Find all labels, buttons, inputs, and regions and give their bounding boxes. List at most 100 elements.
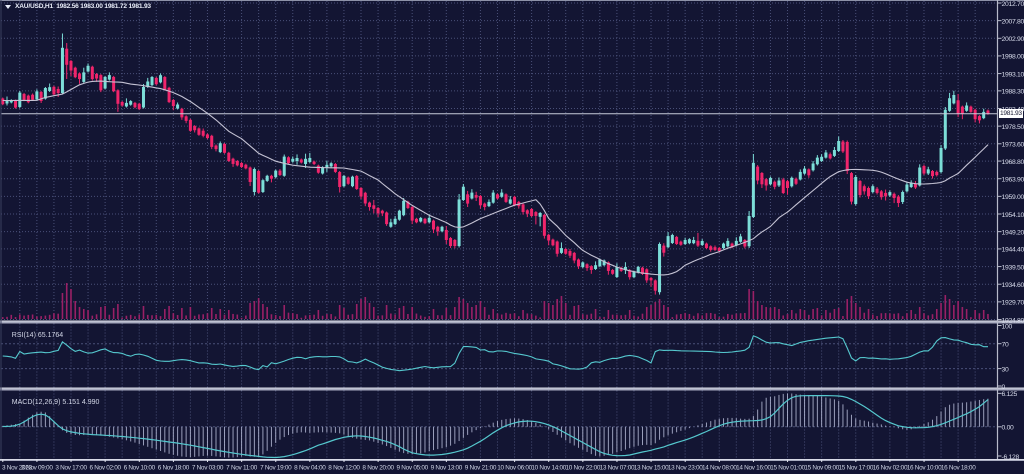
candle-bullish [965,105,969,111]
volume-bar [867,309,870,319]
candle-bullish [687,239,691,244]
candle-bearish [133,102,137,108]
volume-bar [543,301,546,319]
volume-bar [232,313,234,319]
volume-bar [402,306,405,319]
rsi-name-label[interactable]: RSI(14) [11,331,36,339]
volume-bar [509,313,512,319]
volume-bar [471,307,473,319]
candle-bullish [291,158,295,162]
candle-bearish [355,176,359,190]
volume-bar [931,314,934,319]
volume-bar [138,314,141,319]
macd-name-label[interactable]: MACD(12,26,9) [11,399,61,406]
volume-bar [628,310,631,319]
volume-bar [901,316,904,319]
candle-bullish [777,180,781,186]
volume-bar [407,314,409,319]
volume-bar [987,313,989,319]
candle-bearish [120,101,124,106]
volume-bar [500,314,503,319]
candle-bearish [704,243,708,249]
candle-bearish [95,74,99,79]
volume-bar [739,313,742,319]
candle-bullish [832,150,836,156]
volume-bar [624,314,627,319]
candle-bullish [939,147,943,173]
candle-bearish [201,130,205,136]
candle-bullish [811,163,815,171]
volume-bar [142,306,145,319]
candle-bullish [487,201,491,207]
candle-bearish [986,110,990,114]
candle-bullish [427,217,431,223]
candle-bearish [935,171,939,176]
candle-bullish [670,234,674,243]
volume-bar [189,307,192,319]
time-axis-label: 6 Nov 10:00 [124,465,156,472]
volume-bar [863,312,866,319]
candle-bearish [137,103,141,110]
volume-bar [769,308,772,319]
candle-bullish [274,170,278,178]
time-axis-label: 3 Nov 17:00 [55,465,87,472]
volume-bar [100,307,102,319]
rsi-value: 65.1764 [37,331,64,339]
macd-axis-label: 0.00 [1002,425,1015,432]
macd-signal-value: 4.990 [81,399,100,406]
volume-bar [590,313,593,319]
symbol-dropdown-icon[interactable] [5,4,11,9]
volume-bar [466,303,469,319]
candle-bullish [820,156,824,161]
volume-bar [249,303,251,319]
volume-bar [227,310,230,319]
volume-bar [910,310,912,319]
volume-bar [206,313,209,319]
volume-bar [355,304,358,319]
volume-bar [884,313,887,319]
candle-bearish [662,245,666,253]
volume-bar [825,310,827,319]
volume-bar [982,310,985,319]
volume-bar [935,309,938,319]
candle-bearish [717,247,721,252]
candle-bearish [534,212,538,216]
volume-bar [872,314,874,319]
volume-bar [859,307,861,319]
candle-bullish [666,236,670,248]
volume-bar [726,313,729,319]
volume-bar [129,314,132,319]
macd-indicator-label: MACD(12,26,9) 5.151 4.990 [4,392,100,413]
volume-bar [198,314,200,319]
candle-bullish [304,158,308,164]
volume-bar [744,312,746,319]
symbol-timeframe-label[interactable]: XAU/USD,H1 [15,3,53,10]
candle-bearish [525,210,529,214]
volume-bar [377,315,379,319]
candle-bearish [171,100,175,107]
volume-bar [454,307,456,319]
candle-bearish [572,252,576,261]
candle-bearish [504,194,508,202]
price-axis-label: 1963.90 [1002,177,1024,184]
candle-bearish [346,177,350,184]
candle-bearish [240,163,244,168]
candle-bearish [154,77,158,85]
candle-bullish [824,152,828,158]
candle-bullish [692,239,696,244]
volume-bar [513,313,516,319]
candle-bearish [257,171,261,193]
time-axis-label: 10 Nov 22:00 [566,465,601,472]
candle-bullish [282,156,286,176]
candle-bullish [60,47,64,94]
candle-bearish [756,166,760,181]
candle-bearish [764,179,768,186]
volume-bar [168,306,170,319]
price-axis-label: 2002.90 [1002,36,1024,43]
candle-bullish [295,158,299,161]
volume-bar [44,315,47,319]
candle-bullish [491,192,495,203]
volume-bar [121,317,123,319]
candle-bearish [372,205,376,209]
